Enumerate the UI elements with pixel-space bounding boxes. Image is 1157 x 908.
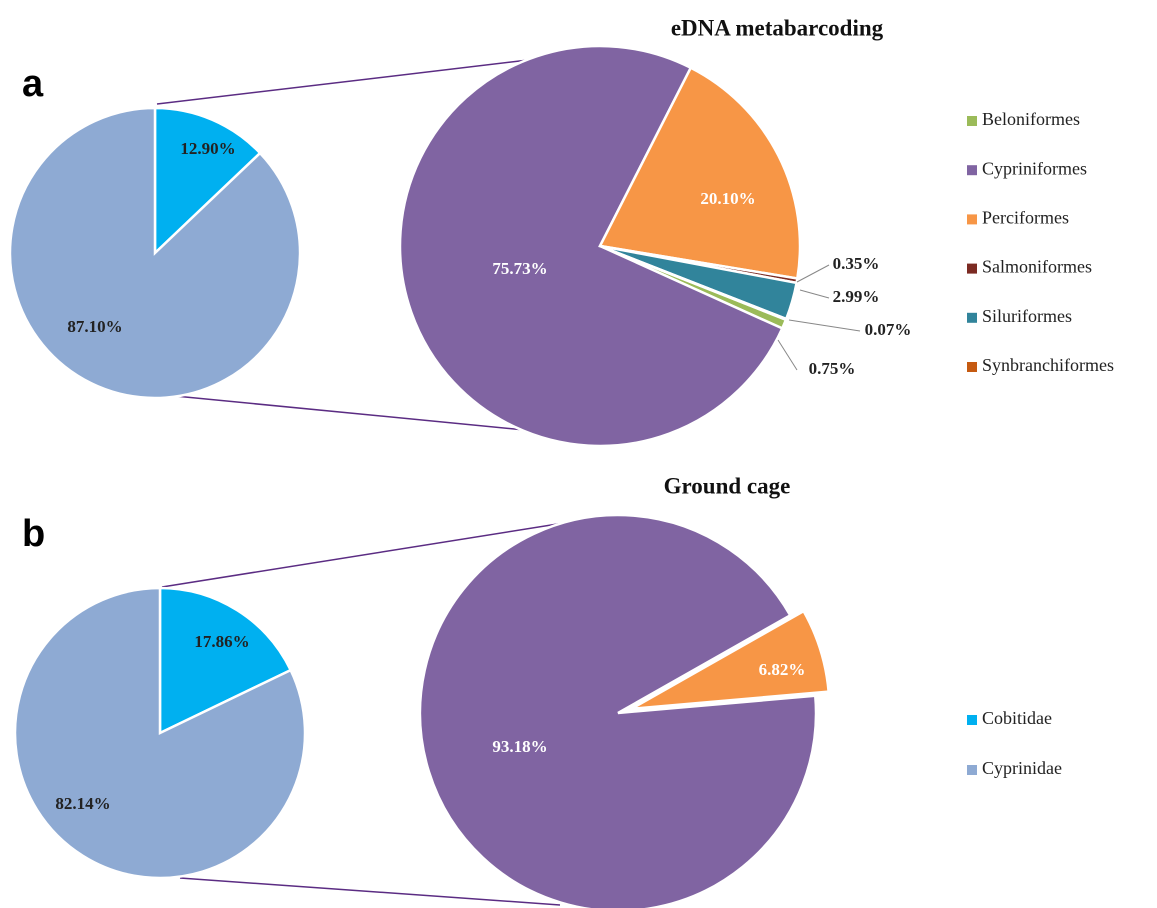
pie-slice — [599, 244, 788, 322]
legend-label: Synbranchiformes — [982, 355, 1114, 375]
legend-swatch — [967, 312, 977, 323]
leader-line — [788, 319, 861, 332]
legend-swatch — [967, 263, 977, 274]
leader-line — [799, 289, 830, 299]
pie-slice — [630, 609, 830, 711]
connector — [179, 877, 561, 906]
legend-swatch — [967, 165, 977, 176]
slice-label: 0.07% — [865, 320, 912, 339]
slice-label: 82.14% — [55, 794, 110, 813]
legend-swatch — [967, 765, 977, 775]
connector — [161, 521, 571, 588]
legend-label: Beloniformes — [982, 109, 1080, 129]
connector — [174, 395, 546, 433]
slice-label: 0.35% — [833, 254, 880, 273]
slice-label: 17.86% — [194, 632, 249, 651]
slice-label: 93.18% — [492, 737, 547, 756]
legend-label: Siluriformes — [982, 306, 1072, 326]
pie-slice — [598, 66, 802, 280]
panel-label: a — [22, 63, 44, 105]
legend-swatch — [967, 362, 977, 372]
leader-line — [777, 339, 798, 371]
slice-label: 0.75% — [809, 359, 856, 378]
legend-swatch — [967, 116, 977, 126]
chart-title: eDNA metabarcoding — [671, 15, 884, 40]
legend-label: Cobitidae — [982, 708, 1052, 728]
chart-title: Ground cage — [664, 473, 791, 498]
pie-slice — [13, 586, 307, 880]
slice-label: 12.90% — [180, 139, 235, 158]
legend-label: Salmoniformes — [982, 257, 1092, 277]
pie-slice — [158, 586, 293, 735]
panel-label: b — [22, 513, 45, 555]
connector — [156, 57, 546, 105]
slice-label: 20.10% — [700, 189, 755, 208]
legend-label: Perciformes — [982, 208, 1069, 228]
legend-swatch — [967, 214, 977, 225]
legend-label: Cypriniformes — [982, 158, 1087, 178]
pie-slice — [8, 106, 302, 400]
slice-label: 75.73% — [492, 259, 547, 278]
legend-label: Cyprinidae — [982, 758, 1062, 778]
legend-swatch — [967, 715, 977, 725]
slice-label: 87.10% — [67, 317, 122, 336]
slice-label: 2.99% — [833, 287, 880, 306]
leader-line — [796, 264, 830, 283]
pie-slice — [418, 513, 818, 908]
slice-label: 6.82% — [759, 660, 806, 679]
pie-slice — [153, 106, 262, 256]
pie-slice — [398, 44, 784, 448]
